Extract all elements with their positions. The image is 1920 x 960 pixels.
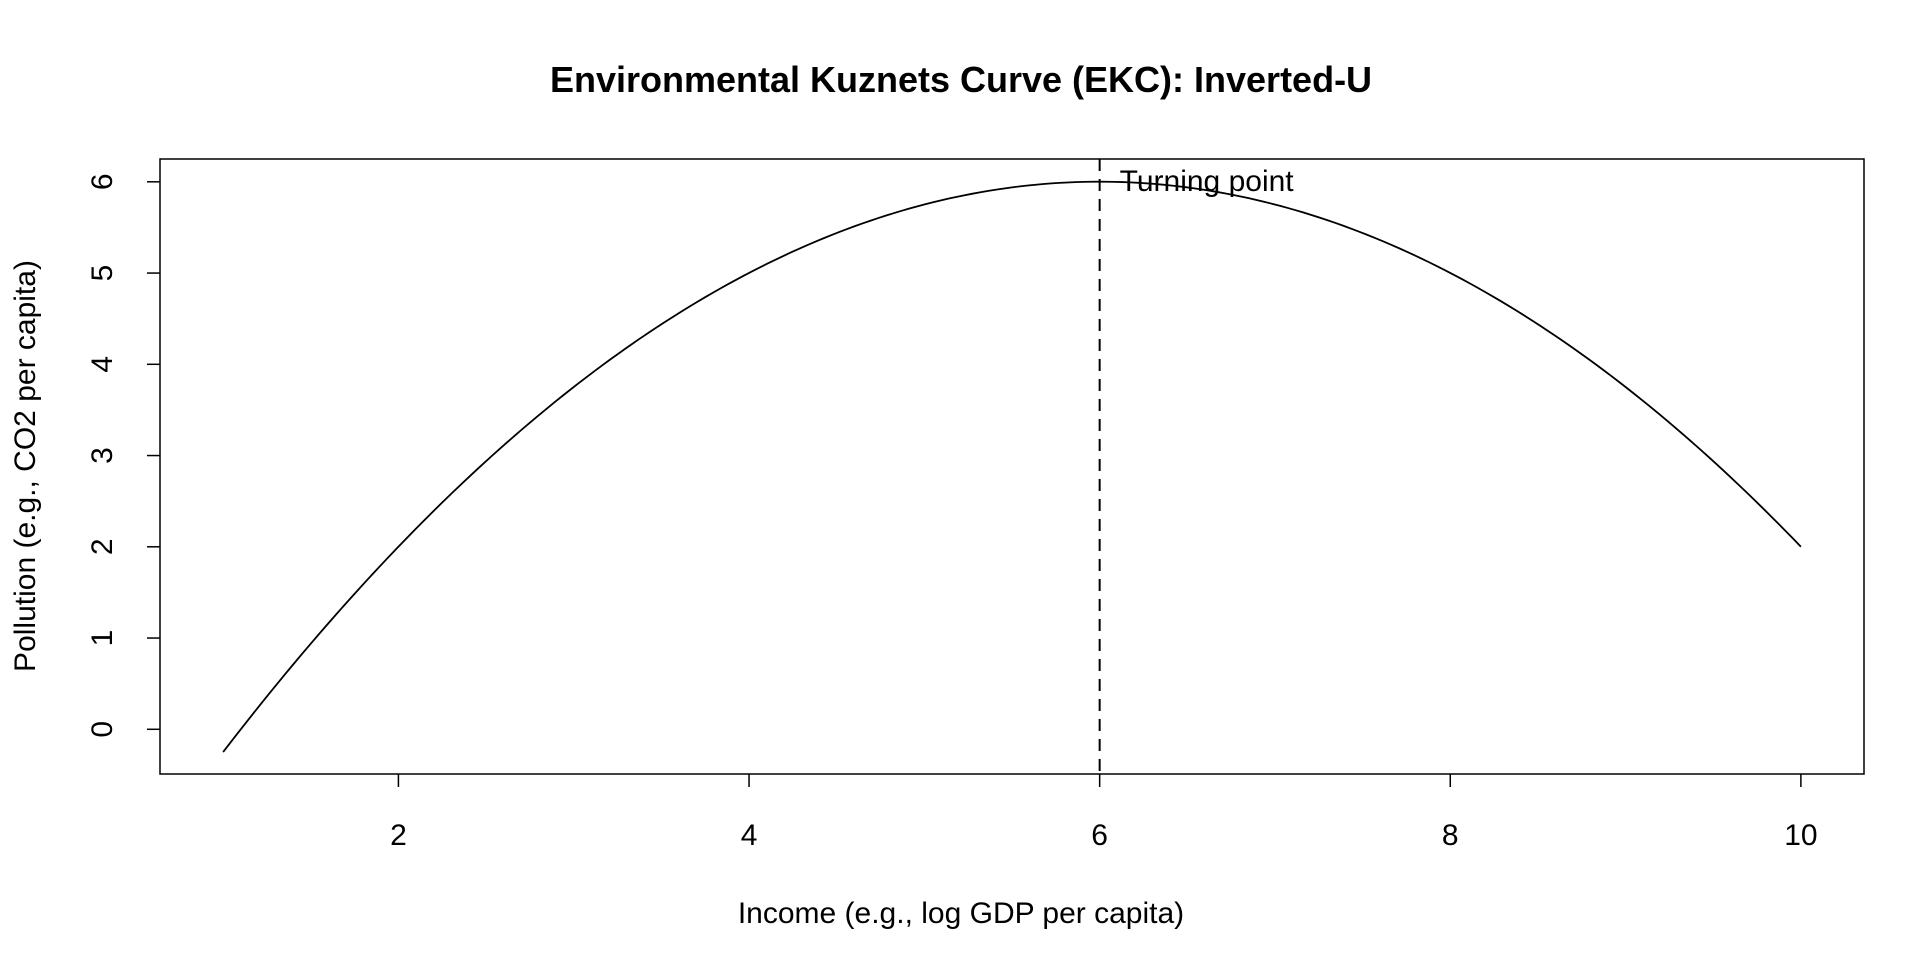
y-tick-label: 4 <box>86 356 119 373</box>
annotations: Turning point <box>1120 165 1295 198</box>
y-tick-label: 6 <box>86 173 119 190</box>
plot-frame <box>159 158 1865 775</box>
y-tick-label: 5 <box>86 265 119 282</box>
y-tick-label: 3 <box>86 447 119 464</box>
x-axis: 2 4 6 8 10 <box>390 774 1818 852</box>
x-axis-label: Income (e.g., log GDP per capita) <box>738 897 1184 930</box>
y-tick-label: 0 <box>86 721 119 738</box>
y-tick-label: 2 <box>86 538 119 555</box>
ekc-curve-line <box>222 180 1802 753</box>
y-axis-label: Pollution (e.g., CO2 per capita) <box>9 260 42 672</box>
chart-title: Environmental Kuznets Curve (EKC): Inver… <box>550 59 1372 100</box>
x-tick-label: 4 <box>741 819 758 852</box>
y-tick-label: 1 <box>86 630 119 647</box>
turning-point-label: Turning point <box>1120 165 1295 198</box>
x-tick-label: 2 <box>390 819 407 852</box>
y-axis: 0 1 2 3 4 5 6 <box>86 173 160 738</box>
x-tick-label: 10 <box>1784 819 1817 852</box>
series-group <box>222 180 1802 753</box>
x-tick-label: 6 <box>1091 819 1108 852</box>
x-tick-label: 8 <box>1442 819 1459 852</box>
